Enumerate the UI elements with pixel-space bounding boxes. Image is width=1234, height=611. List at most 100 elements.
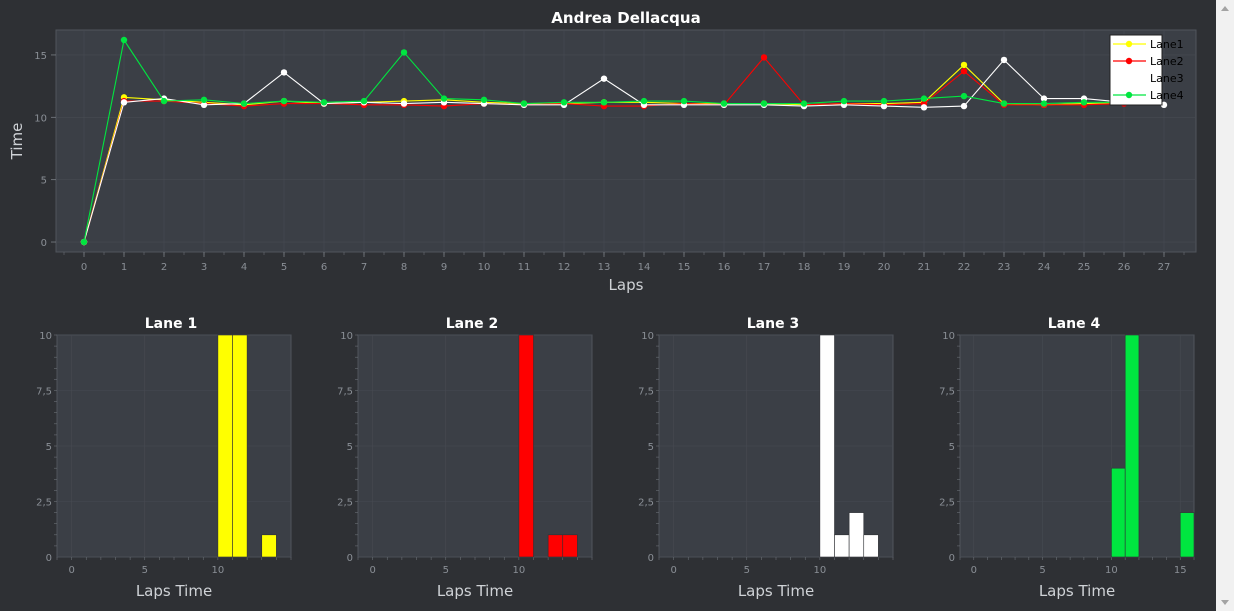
y-tick-label: 10 <box>34 113 47 124</box>
x-axis-label: Laps Time <box>136 582 212 600</box>
y-tick-label: 7,5 <box>337 387 353 398</box>
data-point-lane1 <box>960 61 968 69</box>
x-tick-label: 20 <box>878 262 891 273</box>
scroll-up-arrow-icon[interactable] <box>1221 6 1229 11</box>
histogram-title: Lane 3 <box>747 316 799 332</box>
x-tick-label: 18 <box>798 262 811 273</box>
x-tick-label: 2 <box>161 262 167 273</box>
data-point-lane4 <box>640 97 648 105</box>
legend-label-lane4: Lane4 <box>1150 89 1184 102</box>
x-tick-label: 3 <box>201 262 207 273</box>
plot-area <box>55 29 1197 253</box>
scroll-down-arrow-icon[interactable] <box>1221 600 1229 605</box>
x-tick-label: 5 <box>1039 565 1045 576</box>
y-tick-label: 10 <box>641 331 654 342</box>
x-tick-label: 19 <box>838 262 851 273</box>
x-tick-label: 10 <box>1105 565 1118 576</box>
data-point-lane3 <box>1040 95 1048 102</box>
y-tick-label: 5 <box>347 442 353 453</box>
data-point-lane4 <box>160 97 168 105</box>
y-axis-label: Time <box>8 123 26 161</box>
series-line-lane3 <box>83 59 1165 243</box>
histogram-title: Lane 1 <box>145 316 197 332</box>
x-tick-label: 11 <box>518 262 531 273</box>
x-tick-label: 14 <box>638 262 651 273</box>
x-tick-label: 16 <box>718 262 731 273</box>
x-axis-label: Laps Time <box>1039 582 1115 600</box>
y-tick-label: 5 <box>46 442 52 453</box>
x-tick-label: 27 <box>1158 262 1171 273</box>
y-tick-label: 10 <box>340 331 353 342</box>
data-point-lane4 <box>240 100 248 107</box>
x-tick-label: 12 <box>558 262 571 273</box>
legend-label-lane2: Lane2 <box>1150 55 1184 68</box>
y-tick-label: 7,5 <box>939 387 955 398</box>
data-point-lane3 <box>600 75 608 82</box>
lap-times-line-chart: 0 1 2 3 4 5 6 7 8 9 10 11 12 13 14 15 16 17 18 19 20 21 22 23 24… <box>8 9 1197 294</box>
legend-label-lane3: Lane3 <box>1150 72 1184 85</box>
x-axis-label: Laps Time <box>738 582 814 600</box>
x-tick-label: 0 <box>670 565 676 576</box>
lane-3-histogram: 0 5 10 0 2,5 5 7,5 10 Lane 3 Laps Time <box>638 316 894 600</box>
histogram-bar <box>232 334 248 558</box>
data-point-lane3 <box>880 102 888 110</box>
legend-marker-lane1 <box>1125 40 1133 48</box>
x-tick-label: 5 <box>281 262 287 273</box>
y-tick-label: 10 <box>39 331 52 342</box>
x-tick-label: 5 <box>142 565 148 576</box>
x-tick-label: 0 <box>369 565 375 576</box>
x-tick-label: 0 <box>971 565 977 576</box>
x-tick-label: 7 <box>361 262 367 273</box>
histogram-bar <box>217 334 233 558</box>
histogram-bar <box>819 334 835 558</box>
data-point-lane4 <box>720 100 728 107</box>
data-point-lane4 <box>960 92 968 100</box>
data-point-lane4 <box>440 95 448 102</box>
x-tick-label: 21 <box>918 262 931 273</box>
y-tick-label: 0 <box>46 553 52 564</box>
x-tick-label: 24 <box>1038 262 1051 273</box>
data-point-lane2 <box>960 67 968 75</box>
data-point-lane4 <box>200 96 208 104</box>
y-tick-label: 0 <box>41 238 47 249</box>
x-tick-label: 5 <box>744 565 750 576</box>
vertical-scrollbar[interactable] <box>1216 0 1234 611</box>
histogram-title: Lane 4 <box>1048 316 1101 332</box>
data-point-lane4 <box>600 99 608 106</box>
x-tick-label: 10 <box>513 565 526 576</box>
data-point-lane4 <box>1000 100 1008 107</box>
histogram-bar <box>863 534 879 558</box>
data-point-lane3 <box>920 104 928 111</box>
y-tick-label: 5 <box>949 442 955 453</box>
chart-title: Andrea Dellacqua <box>551 9 700 27</box>
data-point-lane2 <box>760 54 768 61</box>
data-point-lane4 <box>800 100 808 107</box>
x-tick-label: 22 <box>958 262 971 273</box>
x-axis-label: Laps Time <box>437 582 513 600</box>
y-tick-label: 5 <box>648 442 654 453</box>
x-tick-label: 26 <box>1118 262 1131 273</box>
data-point-lane3 <box>280 69 288 76</box>
y-tick-label: 2,5 <box>36 498 52 509</box>
data-point-lane3 <box>1000 56 1008 64</box>
legend-marker-lane4 <box>1125 91 1133 99</box>
lane-2-histogram: 0 5 10 0 2,5 5 7,5 10 Lane 2 Laps Time <box>337 316 593 600</box>
y-tick-label: 2,5 <box>337 498 353 509</box>
y-tick-label: 10 <box>942 331 955 342</box>
x-tick-label: 10 <box>212 565 225 576</box>
x-tick-label: 17 <box>758 262 771 273</box>
x-tick-label: 25 <box>1078 262 1091 273</box>
x-tick-label: 0 <box>81 262 87 273</box>
x-tick-label: 5 <box>443 565 449 576</box>
histogram-bar <box>1124 334 1140 558</box>
x-tick-label: 15 <box>1174 565 1187 576</box>
data-point-lane4 <box>120 36 128 44</box>
y-tick-label: 7,5 <box>36 387 52 398</box>
y-tick-label: 0 <box>949 553 955 564</box>
x-tick-label: 6 <box>321 262 327 273</box>
x-tick-label: 10 <box>478 262 491 273</box>
histogram-bar <box>848 512 865 558</box>
x-tick-label: 15 <box>678 262 691 273</box>
histogram-bar <box>1111 467 1126 558</box>
x-tick-label: 23 <box>998 262 1011 273</box>
